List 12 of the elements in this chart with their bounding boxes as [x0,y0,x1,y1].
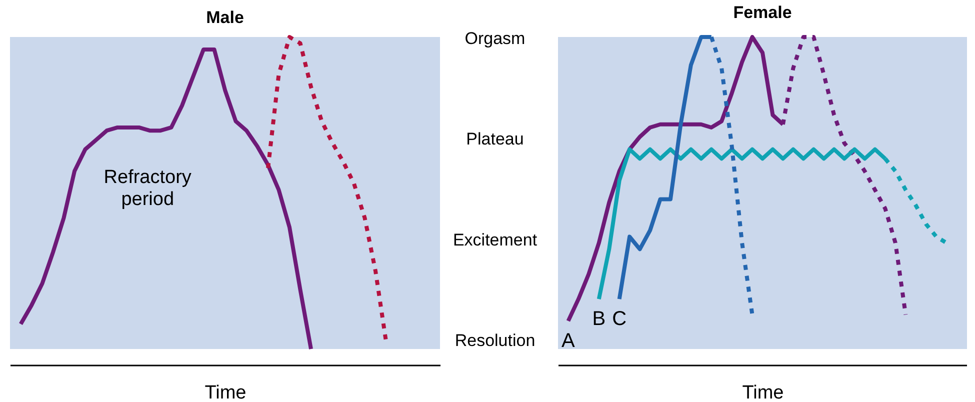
text: Orgasm [464,29,526,48]
x-axis-title: Time [204,382,246,402]
chart-title: Male [206,8,244,27]
series-label: A [562,330,576,352]
chart-title: Female [733,3,792,22]
series-label: C [612,308,627,330]
series-label: B [592,308,606,330]
x-axis-title: Time [742,382,784,402]
annotation: Refractory period [104,167,192,210]
text: Plateau [466,130,524,149]
text: Resolution [454,331,536,350]
text: Excitement [452,230,538,250]
